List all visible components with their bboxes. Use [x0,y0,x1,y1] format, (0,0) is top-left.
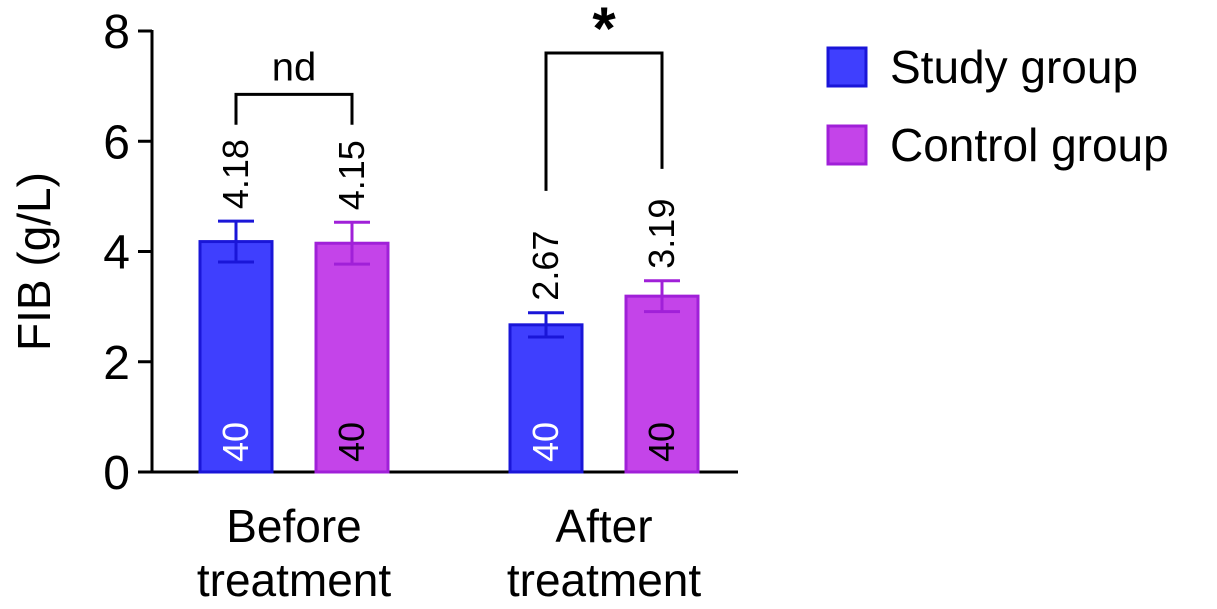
y-axis-label: FIB (g/L) [8,172,60,351]
legend: Study group Control group [826,41,1169,171]
x-tick-label: treatment [507,554,702,606]
y-tick-label: 2 [103,337,130,390]
n-label: 40 [525,422,566,462]
x-tick-label: After [555,500,652,552]
axes: 0 2 4 6 8 FIB (g/L) [8,6,738,500]
y-tick-label: 4 [103,227,130,280]
x-tick-label: Before [226,500,362,552]
significance-bracket [234,92,354,125]
significance-label: * [592,0,616,62]
legend-label: Study group [890,41,1138,93]
legend-label: Control group [890,119,1169,171]
bar [508,323,584,474]
y-tick-label: 8 [103,6,130,59]
value-label: 4.15 [331,140,372,210]
n-label: 40 [641,422,682,462]
bar [624,294,700,474]
bar [314,241,390,474]
y-tick-label: 6 [103,116,130,169]
significance-label: nd [272,45,317,89]
legend-swatch [826,124,868,166]
value-label: 2.67 [525,231,566,301]
n-label: 40 [331,422,372,462]
value-label: 3.19 [641,199,682,269]
legend-swatch [826,46,868,88]
n-label: 40 [215,422,256,462]
value-label: 4.18 [215,139,256,209]
significance-bracket [544,51,664,191]
x-tick-label: treatment [197,554,392,606]
y-tick-label: 0 [103,447,130,500]
